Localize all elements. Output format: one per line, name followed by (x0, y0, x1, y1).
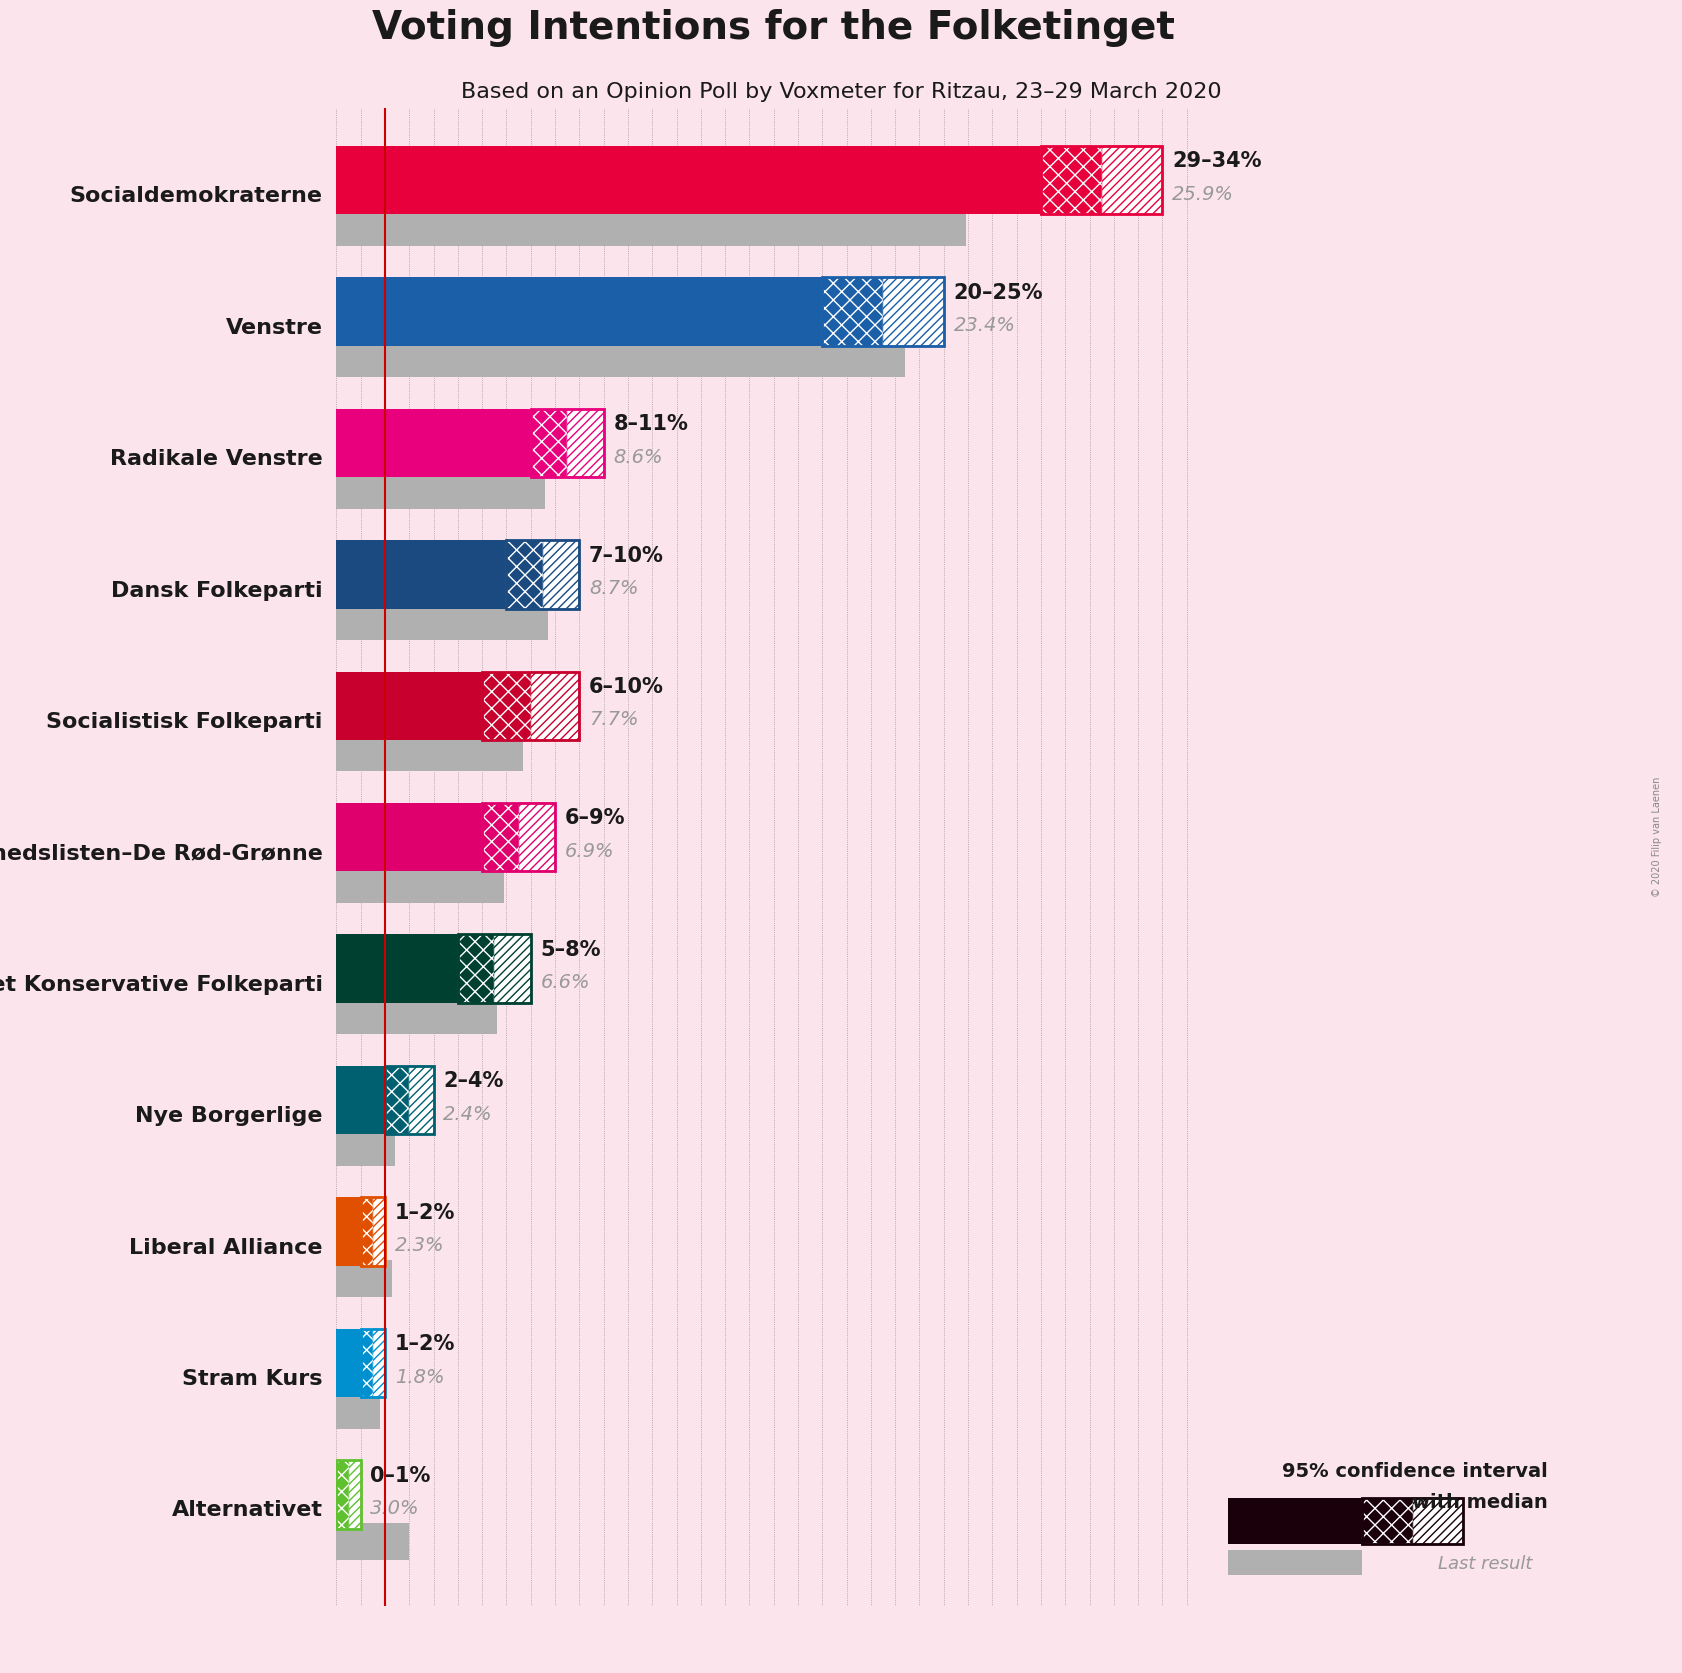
Text: 8–11%: 8–11% (614, 413, 688, 433)
Text: Last result: Last result (1438, 1554, 1532, 1571)
Bar (336, 540, 506, 609)
Text: 20–25%: 20–25% (954, 283, 1043, 303)
Bar (336, 410, 532, 478)
Text: 7–10%: 7–10% (589, 545, 664, 565)
Bar (532, 673, 579, 741)
Bar (360, 1198, 373, 1266)
Text: 25.9%: 25.9% (1172, 184, 1235, 204)
Text: 6.9%: 6.9% (565, 842, 614, 860)
Bar (373, 1328, 385, 1397)
Text: 6.6%: 6.6% (540, 972, 590, 992)
Bar (483, 673, 579, 741)
Bar (1102, 147, 1162, 216)
Bar (360, 1328, 385, 1397)
Bar (458, 935, 532, 1004)
Text: with median: with median (1411, 1492, 1547, 1511)
Bar (532, 410, 567, 478)
Bar (336, 1066, 385, 1134)
Bar (336, 1328, 360, 1397)
Bar (506, 540, 543, 609)
Text: 29–34%: 29–34% (1172, 151, 1262, 171)
Bar (883, 278, 944, 346)
Bar (822, 278, 883, 346)
Bar (543, 540, 579, 609)
Text: 8.6%: 8.6% (614, 447, 663, 467)
Bar (336, 1198, 360, 1266)
Bar (822, 278, 944, 346)
Bar (373, 1198, 385, 1266)
Text: 1–2%: 1–2% (395, 1201, 456, 1221)
Bar (1228, 1549, 1362, 1576)
Bar (336, 1129, 395, 1166)
Bar (360, 1328, 373, 1397)
Bar (336, 1524, 409, 1561)
Bar (336, 734, 523, 771)
Bar (1362, 1499, 1413, 1544)
Text: 0–1%: 0–1% (370, 1466, 431, 1484)
Text: 23.4%: 23.4% (954, 316, 1016, 335)
Text: 3.0%: 3.0% (370, 1497, 420, 1517)
Text: 1.8%: 1.8% (395, 1367, 444, 1385)
Bar (336, 673, 483, 741)
Bar (483, 803, 555, 872)
Bar (360, 1198, 385, 1266)
Text: 6–10%: 6–10% (589, 676, 664, 696)
Bar (518, 803, 555, 872)
Bar (385, 1066, 434, 1134)
Bar (336, 209, 965, 246)
Text: 2–4%: 2–4% (444, 1071, 503, 1091)
Title: Voting Intentions for the Folketinget: Voting Intentions for the Folketinget (372, 10, 1176, 47)
Bar (336, 472, 545, 509)
Bar (1228, 1499, 1362, 1544)
Bar (336, 278, 822, 346)
Bar (458, 935, 495, 1004)
Bar (385, 1066, 409, 1134)
Bar (567, 410, 604, 478)
Bar (1413, 1499, 1463, 1544)
Text: 6–9%: 6–9% (565, 808, 626, 828)
Bar (336, 341, 905, 378)
Bar (1362, 1499, 1463, 1544)
Bar (336, 1461, 360, 1529)
Text: 95% confidence interval: 95% confidence interval (1282, 1462, 1547, 1481)
Bar (336, 1461, 348, 1529)
Text: 5–8%: 5–8% (540, 939, 600, 959)
Bar (336, 867, 505, 903)
Text: Based on an Opinion Poll by Voxmeter for Ritzau, 23–29 March 2020: Based on an Opinion Poll by Voxmeter for… (461, 82, 1221, 102)
Bar (409, 1066, 434, 1134)
Bar (336, 604, 548, 641)
Text: 1–2%: 1–2% (395, 1333, 456, 1353)
Bar (336, 803, 483, 872)
Bar (495, 935, 532, 1004)
Bar (1041, 147, 1102, 216)
Bar (336, 935, 458, 1004)
Bar (483, 673, 532, 741)
Bar (483, 803, 518, 872)
Bar (336, 999, 496, 1034)
Text: 8.7%: 8.7% (589, 579, 639, 597)
Text: 7.7%: 7.7% (589, 709, 639, 729)
Text: 2.3%: 2.3% (395, 1235, 444, 1255)
Bar (1041, 147, 1162, 216)
Bar (336, 147, 1041, 216)
Bar (506, 540, 579, 609)
Bar (532, 410, 604, 478)
Bar (336, 1392, 380, 1429)
Text: 2.4%: 2.4% (444, 1104, 493, 1123)
Bar (348, 1461, 360, 1529)
Bar (336, 1261, 392, 1298)
Text: © 2020 Filip van Laenen: © 2020 Filip van Laenen (1652, 776, 1662, 897)
